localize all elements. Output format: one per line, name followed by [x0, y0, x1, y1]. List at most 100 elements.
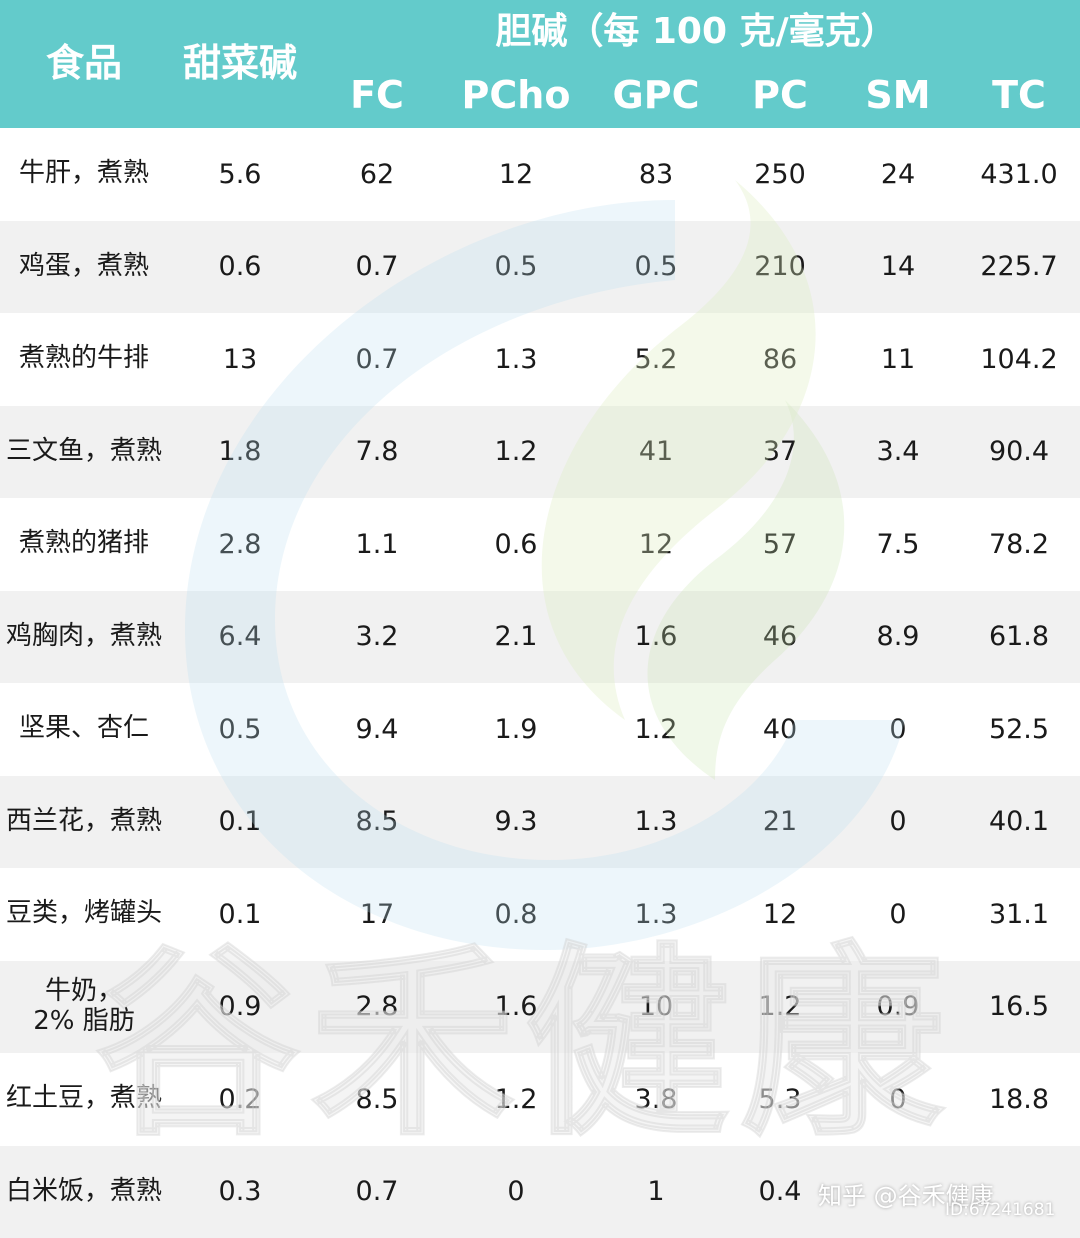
table-row: 煮熟的猪排 2.8 1.1 0.6 12 57 7.5 78.2 — [0, 498, 1080, 591]
cell-tc: 225.7 — [980, 251, 1058, 283]
cell-pcho: 1.9 — [494, 713, 538, 745]
table-row: 三文鱼，煮熟 1.8 7.8 1.2 41 37 3.4 90.4 — [0, 405, 1080, 498]
cell-pcho: 0.5 — [494, 251, 538, 283]
cell-sm: 7.5 — [876, 528, 920, 560]
cell-gpc: 83 — [638, 158, 674, 190]
header-food: 食品 — [45, 41, 122, 85]
table-row: 白米饭，煮熟 0.3 0.7 0 1 0.4 — [0, 1145, 1080, 1238]
cell-gpc: 0.5 — [634, 251, 678, 283]
cell-pc: 5.3 — [758, 1083, 802, 1115]
cell-sm: 14 — [880, 251, 916, 283]
cell-food: 西兰花，煮熟 — [5, 805, 162, 836]
cell-betaine: 0.2 — [218, 1083, 262, 1115]
cell-pc: 86 — [762, 343, 798, 375]
cell-fc: 0.7 — [355, 251, 399, 283]
cell-fc: 8.5 — [355, 806, 399, 838]
cell-tc: 52.5 — [988, 713, 1050, 745]
cell-food: 坚果、杏仁 — [18, 713, 149, 744]
cell-food: 鸡胸肉，煮熟 — [5, 620, 162, 651]
table-row: 豆类，烤罐头 0.1 17 0.8 1.3 12 0 31.1 — [0, 868, 1080, 961]
cell-betaine: 2.8 — [218, 528, 262, 560]
cell-sm: 0.9 — [876, 991, 920, 1023]
cell-gpc: 10 — [638, 991, 674, 1023]
cell-pcho: 2.1 — [494, 621, 538, 653]
cell-pc: 21 — [762, 806, 798, 838]
cell-pcho: 1.2 — [494, 436, 538, 468]
table-row: 鸡蛋，煮熟 0.6 0.7 0.5 0.5 210 14 225.7 — [0, 220, 1080, 313]
table-row: 坚果、杏仁 0.5 9.4 1.9 1.2 40 0 52.5 — [0, 683, 1080, 776]
table-row: 红土豆，煮熟 0.2 8.5 1.2 3.8 5.3 0 18.8 — [0, 1053, 1080, 1146]
cell-fc: 9.4 — [355, 713, 399, 745]
cell-fc: 17 — [359, 898, 395, 930]
cell-pc: 1.2 — [758, 991, 802, 1023]
table-row: 煮熟的牛排 13 0.7 1.3 5.2 86 11 104.2 — [0, 313, 1080, 406]
cell-fc: 0.7 — [355, 1176, 399, 1208]
cell-tc: 104.2 — [980, 343, 1058, 375]
cell-tc: 40.1 — [988, 806, 1050, 838]
cell-food: 豆类，烤罐头 — [5, 898, 162, 929]
cell-gpc: 1.2 — [634, 713, 678, 745]
cell-betaine: 13 — [222, 343, 258, 375]
cell-pcho: 1.3 — [494, 343, 538, 375]
cell-fc: 0.7 — [355, 343, 399, 375]
credit-id: ID:67241681 — [945, 1200, 1056, 1220]
cell-sm: 0 — [889, 806, 907, 838]
table-row: 牛奶， 2% 脂肪 0.9 2.8 1.6 10 1.2 0.9 16.5 — [0, 960, 1080, 1053]
cell-pcho: 0.8 — [494, 898, 538, 930]
cell-betaine: 1.8 — [218, 436, 262, 468]
cell-tc: 431.0 — [980, 158, 1058, 190]
cell-food: 牛肝，煮熟 — [18, 158, 149, 189]
cell-pc: 210 — [754, 251, 806, 283]
header-choline-group: 胆碱（每 100 克/毫克） — [495, 11, 897, 52]
cell-fc: 1.1 — [355, 528, 399, 560]
table-header: 食品 甜菜碱 胆碱（每 100 克/毫克） FC PCho GPC PC SM … — [0, 0, 1080, 128]
cell-food: 红土豆，煮熟 — [5, 1083, 162, 1114]
header-pc: PC — [752, 73, 808, 117]
cell-gpc: 3.8 — [634, 1083, 678, 1115]
cell-tc: 16.5 — [988, 991, 1050, 1023]
cell-fc: 62 — [359, 158, 395, 190]
cell-gpc: 5.2 — [634, 343, 678, 375]
cell-tc: 18.8 — [988, 1083, 1050, 1115]
cell-pc: 37 — [762, 436, 798, 468]
cell-betaine: 0.6 — [218, 251, 262, 283]
credit-label: 知乎 @谷禾健康 — [818, 1182, 994, 1210]
cell-gpc: 1.3 — [634, 898, 678, 930]
cell-pcho: 0 — [507, 1176, 525, 1208]
cell-food: 煮熟的猪排 — [18, 528, 149, 559]
cell-tc: 78.2 — [988, 528, 1050, 560]
cell-betaine: 5.6 — [218, 158, 262, 190]
cell-sm: 8.9 — [876, 621, 920, 653]
table-row: 鸡胸肉，煮熟 6.4 3.2 2.1 1.6 46 8.9 61.8 — [0, 590, 1080, 683]
cell-tc: 90.4 — [988, 436, 1050, 468]
cell-tc: 61.8 — [988, 621, 1050, 653]
table-row: 牛肝，煮熟 5.6 62 12 83 250 24 431.0 — [0, 128, 1080, 221]
cell-pcho: 1.2 — [494, 1083, 538, 1115]
cell-food: 三文鱼，煮熟 — [5, 435, 162, 466]
header-betaine: 甜菜碱 — [182, 41, 297, 85]
header-gpc: GPC — [612, 73, 700, 117]
cell-betaine: 0.3 — [218, 1176, 262, 1208]
cell-food: 鸡蛋，煮熟 — [18, 250, 149, 281]
header-fc: FC — [350, 73, 404, 117]
cell-sm: 11 — [880, 343, 916, 375]
cell-betaine: 0.1 — [218, 806, 262, 838]
cell-betaine: 6.4 — [218, 621, 262, 653]
cell-sm: 0 — [889, 898, 907, 930]
header-sm: SM — [865, 73, 931, 117]
cell-gpc: 41 — [638, 436, 674, 468]
cell-fc: 3.2 — [355, 621, 399, 653]
table-row: 西兰花，煮熟 0.1 8.5 9.3 1.3 21 0 40.1 — [0, 775, 1080, 868]
cell-food: 牛奶， 2% 脂肪 — [33, 975, 135, 1036]
cell-food: 煮熟的牛排 — [18, 343, 149, 374]
cell-pc: 46 — [762, 621, 798, 653]
cell-pcho: 1.6 — [494, 991, 538, 1023]
cell-pcho: 12 — [498, 158, 534, 190]
header-tc: TC — [992, 73, 1046, 117]
cell-pc: 0.4 — [758, 1176, 802, 1208]
cell-sm: 24 — [880, 158, 916, 190]
cell-gpc: 12 — [638, 528, 674, 560]
cell-pcho: 0.6 — [494, 528, 538, 560]
cell-fc: 7.8 — [355, 436, 399, 468]
